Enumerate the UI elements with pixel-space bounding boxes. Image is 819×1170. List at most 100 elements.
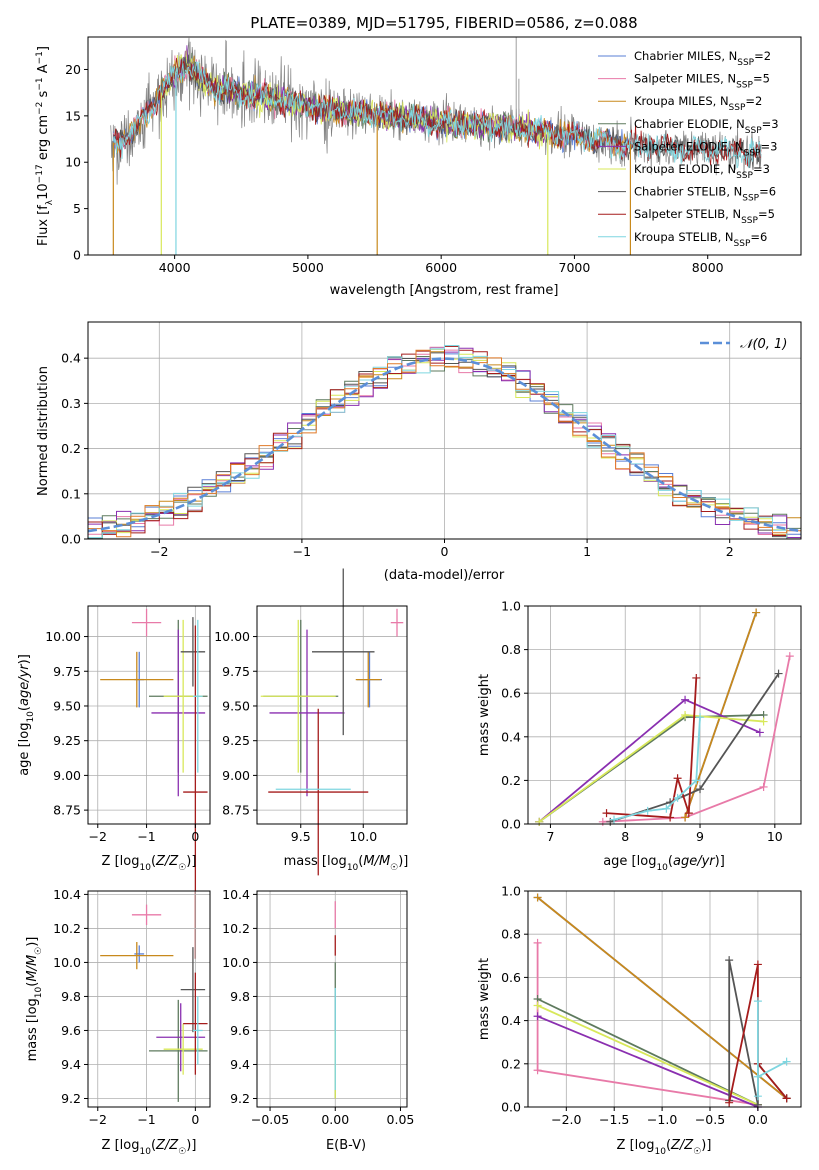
x-tick-label: 0.0 [748,1112,768,1127]
x-tick-label: 9 [696,829,704,844]
legend-label: Kroupa ELODIE, NSSP=3 [634,162,770,181]
y-tick-label: 1.0 [501,599,521,614]
label-part: )] [186,854,196,869]
legend-label: Kroupa STELIB, NSSP=6 [634,230,767,249]
weight-marker [785,652,794,661]
weight-marker [533,938,542,947]
label-part: ( [25,982,40,987]
weight-marker [753,960,762,969]
legend-subscript: SSP [741,216,758,226]
y-tick-label: 10.00 [45,629,81,644]
x-tick-label: −2 [150,544,168,559]
x-tick-label: 10 [767,829,783,844]
x-tick-label: 1 [583,544,591,559]
axes-frame [87,890,211,1108]
x-axis-label: Z [log10(Z/Z☉)] [617,1138,712,1157]
legend-label: 𝒩(0, 1) [740,337,787,352]
label-part: ☉ [178,1147,186,1157]
x-tick-label: 8 [621,829,629,844]
y-tick-label: 0.3 [61,396,81,411]
x-tick-label: −1 [137,829,155,844]
y-tick-label: 9.2 [61,1091,81,1106]
label-part: Z/Z [155,854,179,869]
legend-series-name: Chabrier STELIB, N [634,185,742,199]
weight-marker [681,711,690,719]
y-tick-label: 10.2 [53,921,81,936]
y-tick-label: 10.4 [53,887,81,902]
weight-marker [610,815,619,824]
x-axis-label: (data-model)/error [384,568,505,583]
weight-marker [774,669,783,678]
y-axis-label: mass weight [477,674,492,756]
spectrum-lines [110,37,762,255]
plot-area [260,568,404,876]
legend-count: =6 [750,230,767,244]
label-part: )] [17,654,32,664]
label-part: −17 [35,164,45,183]
y-tick-label: 10.00 [214,629,250,644]
x-tick-label: −1 [137,1112,155,1127]
legend-count: =2 [745,94,762,108]
label-part: Z/Z [670,1138,694,1153]
label-part: ☉ [390,863,398,873]
label-part: M/M [363,854,390,869]
y-tick-label: 9.6 [230,1023,250,1038]
y-tick-label: 0.2 [501,773,521,788]
weight-line [537,998,759,1106]
axes-frame [87,605,211,825]
y-tick-label: 0 [73,248,81,263]
label-part: ( [151,1138,156,1153]
weight-vs-metallicity-panel: −2.0 −1.5 −1.0 −0.5 0.0 0.0 0.2 0.4 0.6 0.8 1.0 Z [… [477,884,802,1157]
weight-marker [759,782,768,791]
weight-marker [753,997,762,1006]
legend-count: =3 [761,139,778,153]
label-part: ( [668,854,673,869]
y-tick-label: 10 [65,155,81,170]
weight-line [613,717,701,821]
histograms [88,345,801,539]
model-spectrum [112,57,762,167]
y-axis-label: Normed distribution [36,366,51,496]
label-part: ( [17,706,32,711]
y-tick-label: 5 [73,201,81,216]
label-part: )] [186,1138,196,1153]
label-part: ( [358,854,363,869]
y-tick-label: 9.50 [222,698,250,713]
y-tick-label: 9.4 [230,1057,250,1072]
y-tick-label: 9.8 [61,989,81,1004]
legend-label: Chabrier STELIB, NSSP=6 [634,185,776,204]
y-tick-label: 0.4 [501,1013,521,1028]
y-tick-label: 9.25 [53,733,81,748]
y-tick-label: 9.6 [61,1023,81,1038]
x-tick-label: 10.0 [349,829,377,844]
y-tick-label: 9.75 [53,664,81,679]
label-part: ☉ [34,947,44,955]
plot-area [533,893,791,1111]
x-tick-label: 0.05 [387,1112,415,1127]
y-tick-label: 0.1 [61,486,81,501]
weight-marker [753,1092,762,1101]
label-part: ] [36,46,51,51]
y-tick-label: 8.75 [222,803,250,818]
weight-marker [533,1066,542,1075]
weight-line [537,896,788,1100]
legend-subscript: SSP [734,239,751,249]
weight-marker [696,713,705,722]
label-part: wavelength [Angstrom, rest frame] [330,283,559,298]
legend-subscript: SSP [745,126,762,136]
weight-line [538,714,764,823]
legend-count: =2 [754,49,771,63]
y-tick-label: 0.4 [61,351,81,366]
weight-marker [673,793,682,802]
x-tick-label: 0 [441,544,449,559]
weight-line [602,655,791,823]
x-tick-label: 0 [191,1112,199,1127]
y-tick-label: 20 [65,62,81,77]
x-tick-label: −1 [293,544,311,559]
y-tick-label: 9.00 [222,768,250,783]
label-part: )] [715,854,725,869]
mass-vs-extinction-panel: −0.05 0.00 0.05 9.2 9.4 9.6 9.8 10.0 10.2 10.4 E(B… [222,887,414,1153]
weight-line [757,1001,788,1097]
y-tick-label: 9.25 [222,733,250,748]
legend-count: =5 [753,72,770,86]
